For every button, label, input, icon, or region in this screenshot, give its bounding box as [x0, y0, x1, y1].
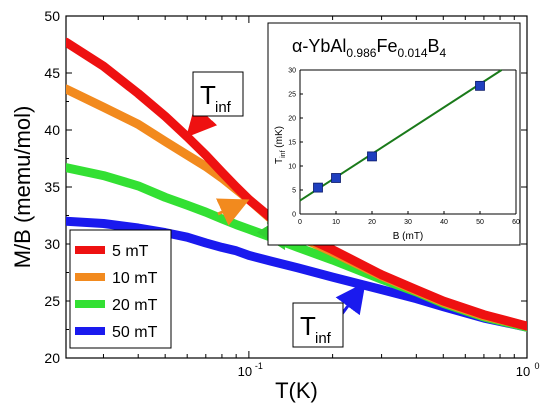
x-tick-label: 10: [238, 364, 252, 379]
inset-x-tick-label: 60: [512, 219, 520, 226]
tinf-label: T: [300, 311, 316, 341]
inset-y-tick-label: 5: [292, 188, 296, 195]
tinf-arrow-orange: [215, 198, 250, 226]
tinf-box: [192, 71, 244, 117]
x-axis-label: T(K): [275, 378, 318, 403]
inset-x-tick-label: 40: [440, 219, 448, 226]
inset-y-tick-label: 15: [288, 140, 296, 147]
x-tick-exponent: 0: [534, 361, 539, 371]
inset-panel: [267, 22, 521, 246]
legend: 5 mT 10 mT 20 mT 50 mT: [69, 229, 172, 349]
x-tick-exponent: -1: [255, 361, 263, 371]
y-tick-label: 35: [44, 179, 60, 195]
y-tick-label: 45: [44, 65, 60, 81]
x-tick-label: 10: [516, 364, 530, 379]
inset-data-point: [313, 182, 323, 193]
inset-data-point: [331, 173, 341, 183]
inset-y-axis-label: Tinf (mK): [274, 126, 287, 164]
tinf-label: T: [200, 80, 216, 110]
y-axis-label: M/B (memu/mol): [10, 106, 35, 269]
tinf-subscript: inf: [215, 99, 232, 116]
y-tick-label: 20: [44, 350, 60, 366]
inset-data-point: [475, 80, 485, 91]
inset-x-tick-label: 50: [476, 219, 484, 226]
inset-title: α-YbAl0.986Fe0.014B4: [292, 36, 447, 60]
y-tick-label: 40: [44, 122, 60, 138]
inset-x-tick-label: 30: [404, 219, 412, 226]
inset-x-tick-label: 20: [368, 219, 376, 226]
inset-y-tick-label: 0: [292, 212, 296, 219]
legend-entry: 20 mT: [112, 297, 158, 314]
inset-x-tick-label: 0: [298, 219, 302, 226]
inset-y-tick-label: 25: [288, 92, 296, 99]
legend-entry: 5 mT: [112, 243, 149, 260]
legend-entry: 10 mT: [112, 270, 158, 287]
legend-entry: 50 mT: [112, 324, 158, 341]
tinf-box: [292, 302, 344, 348]
inset-y-tick-label: 30: [288, 68, 296, 75]
y-tick-label: 30: [44, 236, 60, 252]
y-tick-label: 25: [44, 293, 60, 309]
y-tick-label: 50: [44, 8, 60, 24]
inset-data-point: [367, 151, 377, 162]
inset-x-axis-label: B (mT): [393, 231, 424, 242]
inset-y-tick-label: 20: [288, 116, 296, 123]
tinf-subscript: inf: [315, 330, 332, 347]
inset-y-tick-label: 10: [288, 164, 296, 171]
inset-x-tick-label: 10: [332, 219, 340, 226]
